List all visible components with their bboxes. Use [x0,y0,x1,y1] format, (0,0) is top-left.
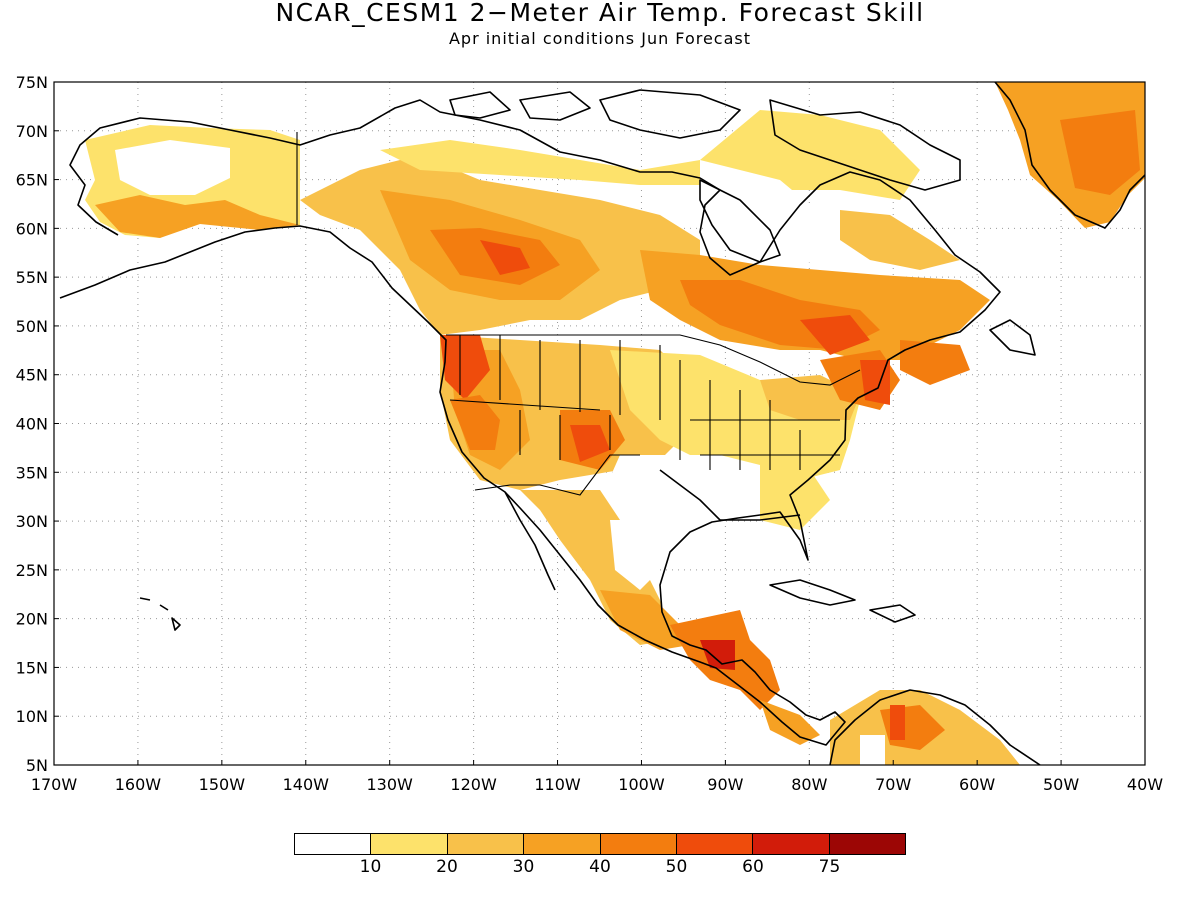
lat-tick-label: 10N [16,707,48,726]
lon-tick-label: 150W [199,775,246,794]
coastlines-layer [59,82,1145,765]
legend-swatch [829,834,905,854]
lon-tick-label: 110W [534,775,581,794]
lon-tick-label: 100W [618,775,665,794]
region-mexico-white [610,520,660,590]
coastline-baffin [769,99,961,191]
legend-swatch [600,834,677,854]
coastline-hispaniola [869,604,916,623]
lat-tick-label: 20N [16,610,48,629]
legend-swatch [447,834,525,854]
lon-tick-label: 130W [367,775,414,794]
borders-layer [296,132,861,496]
lon-tick-label: 70W [875,775,911,794]
coastline-baja [504,491,556,591]
region-labrador [840,210,960,270]
legend-label: 20 [436,857,458,877]
legend-label: 30 [512,857,535,877]
lat-tick-label: 15N [16,658,48,677]
coastline-hawaii [139,597,181,631]
map-title: NCAR_CESM1 2−Meter Air Temp. Forecast Sk… [275,0,925,27]
lat-tick-label: 50N [16,317,48,336]
lon-tick-label: 170W [31,775,78,794]
region-greenland-core [1060,110,1140,195]
border-states-east [679,360,840,470]
region-us-central [610,350,860,480]
legend-label: 50 [665,857,688,877]
lon-tick-label: 40W [1127,775,1163,794]
border-us-canada [446,334,861,386]
axes-labels: 5N 10N 15N 20N 25N 30N 35N 40N 45N 50N 55N 60N 65N 70… [16,73,1164,794]
legend-label: 10 [359,857,382,877]
region-southeast [760,470,830,530]
region-quebec-hot [800,315,870,355]
region-venezuela-hot [890,705,905,740]
lon-tick-label: 90W [707,775,743,794]
region-alaska-white [115,140,230,195]
coastline-newfoundland [989,319,1036,356]
lat-tick-label: 60N [16,219,48,238]
region-maritimes [900,340,970,385]
colorbar-legend [294,833,906,855]
region-arctic-islands [380,110,920,200]
legend-swatch [524,834,601,854]
legend-swatch [676,834,754,854]
lon-tick-label: 160W [115,775,162,794]
region-california [450,395,500,450]
region-canada-hot [480,240,530,275]
coastline-cuba [769,579,856,606]
lat-tick-label: 35N [16,463,48,482]
lon-tick-label: 50W [1043,775,1079,794]
coastline-north-america [59,99,1001,746]
border-states-west [449,335,661,460]
legend-swatch [371,834,448,854]
border-us-mexico [474,454,640,496]
coastline-gulf-mexico [659,469,801,521]
lat-tick-label: 45N [16,366,48,385]
lat-tick-label: 5N [26,756,48,775]
skill-shading-layer [85,82,1145,765]
lat-tick-label: 30N [16,512,48,531]
lat-tick-label: 40N [16,415,48,434]
lat-tick-label: 65N [16,171,48,190]
legend-label: 40 [589,857,611,877]
lon-tick-label: 140W [283,775,330,794]
legend-swatch [295,834,372,854]
lat-tick-label: 75N [16,73,48,92]
region-hudson-bay [700,160,840,265]
legend-label: 75 [818,857,841,877]
lon-tick-label: 80W [791,775,827,794]
region-alaska-south [95,195,300,238]
coastline-hudson-bay [699,179,781,263]
region-colombia-white [860,735,885,765]
lat-tick-label: 55N [16,268,48,287]
coastline-south-america [829,689,1041,765]
region-panama [760,700,820,745]
region-mexico-south [600,590,690,650]
lat-tick-label: 25N [16,561,48,580]
lon-tick-label: 60W [959,775,995,794]
lat-tick-label: 70N [16,122,48,141]
map-subtitle: Apr initial conditions Jun Forecast [448,29,752,48]
region-four-corners-core [570,425,610,462]
region-pacific-nw [440,335,490,400]
lon-tick-label: 120W [450,775,497,794]
coastline-arctic-islands [449,89,741,139]
legend-label: 60 [742,857,764,877]
legend-swatch [753,834,830,854]
coastline-greenland [994,82,1145,229]
